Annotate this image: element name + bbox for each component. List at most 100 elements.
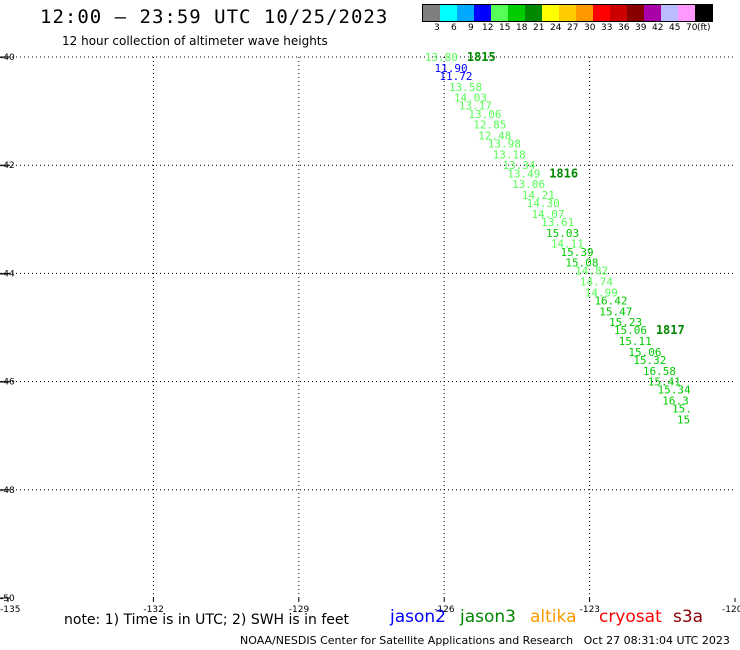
wave-height-value: 15.47 [599, 305, 632, 318]
legend-swatch [644, 5, 661, 21]
legend-swatch [440, 5, 457, 21]
legend-swatch [576, 5, 593, 21]
legend-swatch [457, 5, 474, 21]
legend-swatch [610, 5, 627, 21]
wave-height-value: 15 [677, 413, 690, 426]
wave-height-value: 15.11 [619, 335, 652, 348]
wave-height-value: 15.23 [609, 316, 642, 329]
page-title: 12:00 – 23:59 UTC 10/25/2023 [40, 6, 389, 28]
legend-label: 45 [669, 23, 681, 33]
wave-height-value: 14.03 [454, 92, 487, 105]
legend-label: 6 [451, 23, 457, 33]
legend-swatch [423, 5, 440, 21]
wave-height-value: 14.21 [522, 189, 555, 202]
legend-label: (ft) [697, 23, 711, 33]
wave-height-value: 13.98 [488, 138, 521, 151]
legend-label: 18 [516, 23, 528, 33]
legend-swatch [678, 5, 695, 21]
wave-height-value: 15.06 [628, 346, 661, 359]
legend-swatch [661, 5, 678, 21]
longitude-label: -126 [434, 605, 455, 615]
legend-label: 12 [482, 23, 494, 33]
latitude-label: -44 [0, 269, 15, 279]
legend-label: 24 [550, 23, 562, 33]
satellite-jason2-label: jason2 [390, 607, 446, 627]
wave-height-value: 15.39 [561, 246, 594, 259]
credit-line: NOAA/NESDIS Center for Satellite Applica… [240, 634, 730, 647]
legend-label: 70 [686, 23, 698, 33]
legend-color-bar [422, 4, 713, 22]
legend-label: 33 [601, 23, 613, 33]
credit-timestamp: Oct 27 08:31:04 UTC 2023 [583, 634, 730, 647]
latitude-label: -42 [0, 161, 15, 171]
wave-height-value: 13.06 [468, 108, 501, 121]
wave-height-value: 14.82 [575, 265, 608, 278]
latitude-label: -40 [0, 53, 15, 63]
satellite-s3a-label: s3a [673, 607, 704, 627]
longitude-label: -135 [0, 605, 20, 615]
longitude-label: -120 [722, 605, 740, 615]
wave-height-value: 14.07 [531, 208, 564, 221]
legend-label: 9 [468, 23, 474, 33]
wave-height-value: 15.06 [614, 324, 647, 337]
wave-height-value: 15.32 [633, 354, 666, 367]
wave-height-value: 14.99 [585, 286, 618, 299]
pass-time-label: 1816 [549, 166, 578, 180]
legend-swatch [695, 5, 712, 21]
pass-time-label: 1815 [467, 50, 496, 64]
wave-height-value: 16.3 [662, 395, 689, 408]
satellite-jason3-label: jason3 [460, 607, 516, 627]
legend-swatch [559, 5, 576, 21]
wave-height-value: 13.49 [507, 167, 540, 180]
wave-height-value: 13.80 [425, 51, 458, 64]
legend-swatch [542, 5, 559, 21]
legend-swatch [491, 5, 508, 21]
wave-height-value: 13.58 [449, 81, 482, 94]
wave-height-value: 14.30 [527, 197, 560, 210]
latitude-label: -46 [0, 378, 15, 388]
wave-height-value: 15. [672, 403, 692, 416]
legend-swatch [474, 5, 491, 21]
map-axis-labels: -40 -42 -44 -46 -48 -50-135 -132 -129 -126 -123 -1… [0, 53, 740, 615]
wave-height-value: 11.72 [439, 70, 472, 83]
legend-swatch [525, 5, 542, 21]
legend-swatch [508, 5, 525, 21]
satellite-altika-label: altika [530, 607, 577, 627]
legend-label: 30 [584, 23, 596, 33]
legend-label: 27 [567, 23, 579, 33]
footer-note: note: 1) Time is in UTC; 2) SWH is in fe… [64, 612, 350, 628]
wave-height-value: 13.18 [493, 148, 526, 161]
wave-height-value: 11.90 [435, 62, 468, 75]
longitude-label: -129 [289, 605, 310, 615]
legend-label: 3 [434, 23, 440, 33]
wave-height-value: 15.34 [657, 384, 690, 397]
longitude-label: -132 [143, 605, 163, 615]
wave-height-value: 15.41 [648, 376, 681, 389]
wave-height-value: 13.17 [459, 100, 492, 113]
legend-label: 15 [499, 23, 511, 33]
wave-height-value: 14.74 [580, 276, 613, 289]
wave-height-legend: 3 6 9 12 15 18 21 24 27 30 33 36 39 42 45 70 (ft) [422, 4, 713, 36]
wave-height-value: 13.34 [502, 159, 535, 172]
wave-height-value: 13.06 [512, 178, 545, 191]
page-subtitle: 12 hour collection of altimeter wave hei… [62, 34, 328, 48]
wave-height-value: 15.03 [546, 227, 579, 240]
legend-label: 36 [618, 23, 630, 33]
wave-height-value: 16.58 [643, 365, 676, 378]
wave-height-value: 12.85 [473, 119, 506, 132]
longitude-label: -123 [580, 605, 600, 615]
wave-height-value: 13.61 [541, 216, 574, 229]
legend-label: 42 [652, 23, 664, 33]
legend-label: 21 [533, 23, 545, 33]
legend-swatch [593, 5, 610, 21]
wave-height-value: 16.42 [594, 294, 627, 307]
legend-label: 39 [635, 23, 647, 33]
pass-time-label: 1817 [656, 323, 685, 337]
wave-height-track: 13.8011.9011.7213.5814.0313.1713.0612.85… [425, 50, 692, 426]
credit-text: NOAA/NESDIS Center for Satellite Applica… [240, 634, 574, 647]
latitude-label: -48 [0, 486, 15, 496]
wave-height-value: 14.11 [551, 238, 584, 251]
wave-height-value: 12.48 [478, 129, 511, 142]
satellite-cryosat-label: cryosat [599, 607, 662, 627]
